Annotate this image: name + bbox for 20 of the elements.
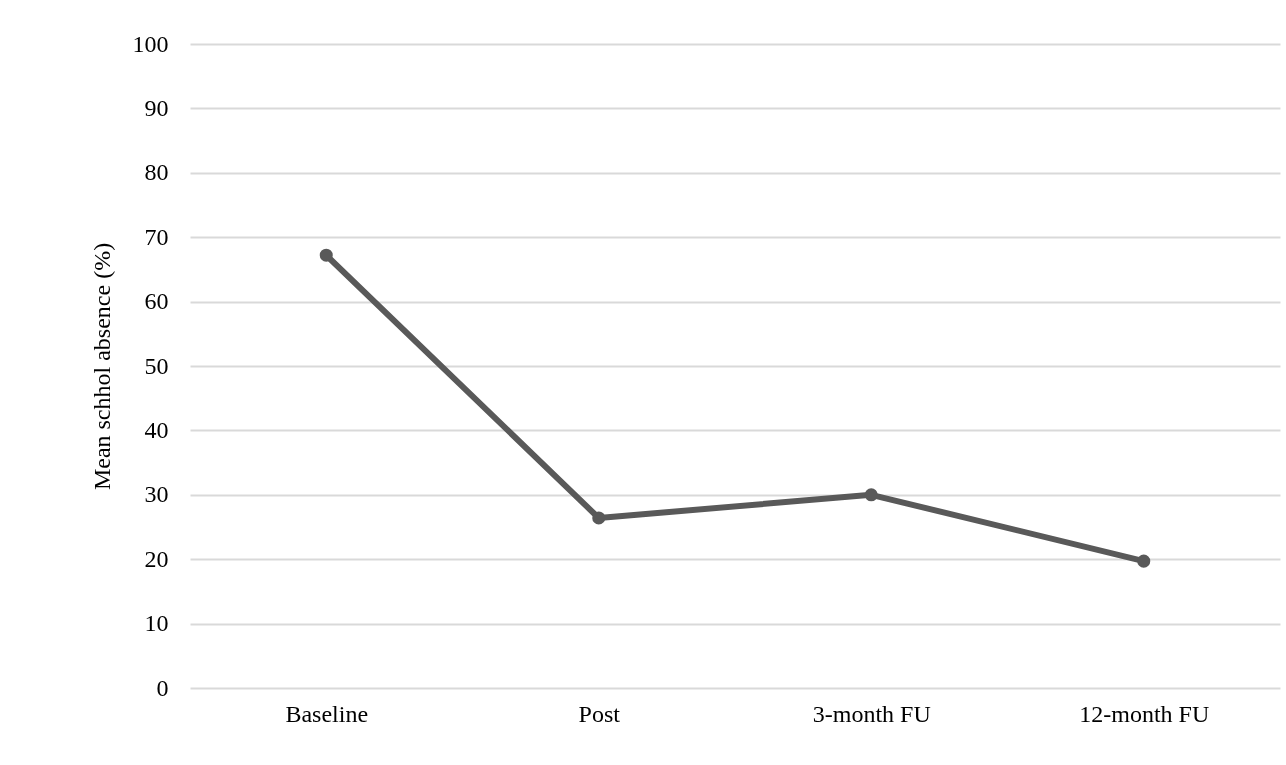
y-tick-label: 100 — [132, 30, 169, 57]
y-tick-label: 50 — [144, 352, 169, 379]
point — [1137, 554, 1151, 568]
point — [592, 511, 606, 525]
y-axis-title: Mean schhol absence (%) — [88, 242, 115, 491]
y-tick-label: 10 — [144, 610, 169, 637]
y-tick-label: 60 — [144, 288, 169, 315]
x-tick-label: 3-month FU — [812, 700, 931, 727]
x-tick-label: Baseline — [285, 700, 369, 727]
point — [319, 248, 333, 262]
y-tick-label: 80 — [144, 159, 169, 186]
point — [864, 488, 878, 502]
y-tick-label: 90 — [144, 94, 169, 121]
y-tick-label: 30 — [144, 481, 169, 508]
x-tick-label: Post — [578, 700, 621, 727]
y-tick-label: 20 — [144, 545, 169, 572]
y-tick-label: 40 — [144, 416, 169, 443]
y-tick-label: 70 — [144, 223, 169, 250]
y-tick-label: 0 — [156, 674, 169, 701]
x-tick-label: 12-month FU — [1079, 700, 1210, 727]
